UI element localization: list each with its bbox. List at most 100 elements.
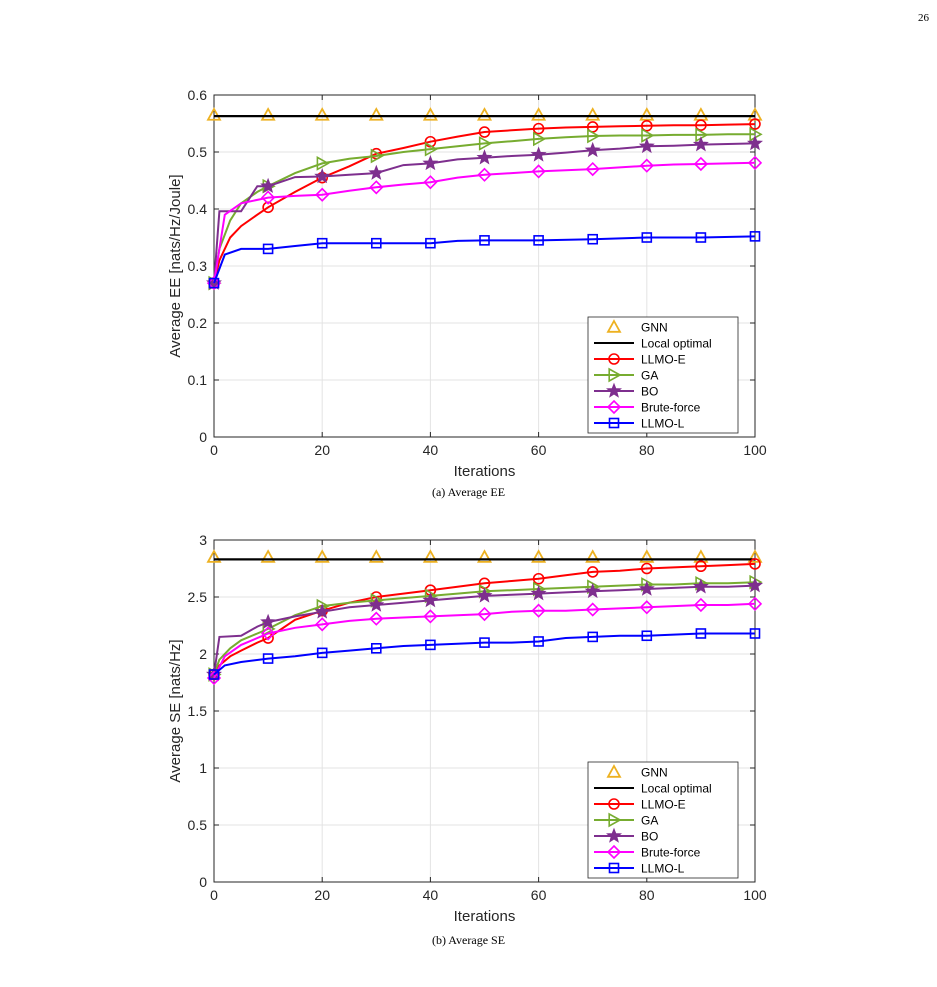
- legend-marker-brute-force: [606, 844, 622, 860]
- data-point-llmo-l: [316, 237, 328, 249]
- series-line-llmo-l: [213, 632, 755, 676]
- y-tick-label: 0.2: [188, 315, 208, 331]
- se-caption: (b) Average SE: [431, 933, 506, 947]
- se-chart: 0 20 40 60 80 100 0 0.5 1 1.5 2 2.5 3 Iterations Avera…: [0, 525, 937, 925]
- series-gnn: [206, 549, 763, 563]
- data-point-llmo-l: [749, 628, 761, 639]
- y-tick-label: 0.6: [188, 87, 208, 103]
- data-point-gnn: [585, 107, 601, 121]
- data-point-brute-force: [423, 175, 438, 190]
- data-point-gnn: [693, 107, 709, 121]
- data-point-brute-force: [585, 161, 600, 177]
- data-point-bo: [584, 582, 601, 599]
- data-point-bo: [368, 596, 385, 612]
- data-point-llmo-e: [640, 119, 653, 132]
- data-point-brute-force: [260, 190, 276, 205]
- data-point-ga: [424, 141, 439, 157]
- data-point-llmo-l: [208, 277, 220, 289]
- series-brute-force: [206, 596, 763, 686]
- x-tick-label: 100: [743, 442, 767, 458]
- data-point-brute-force: [639, 600, 654, 615]
- series-line-llmo-e: [213, 123, 756, 284]
- data-point-ga: [478, 136, 493, 151]
- series-brute-force: [206, 155, 763, 291]
- data-point-llmo-l: [695, 628, 707, 639]
- data-point-llmo-l: [425, 237, 436, 249]
- data-point-gnn: [314, 107, 330, 121]
- legend-label-bo: BO: [641, 830, 658, 844]
- data-point-bo: [476, 149, 493, 165]
- data-point-llmo-l: [208, 669, 220, 680]
- data-point-bo: [530, 585, 547, 601]
- x-tick-label: 40: [423, 442, 439, 458]
- data-point-llmo-e: [478, 126, 491, 138]
- data-point-brute-force: [477, 167, 492, 182]
- data-point-brute-force: [369, 611, 384, 626]
- y-tick-label: 3: [199, 532, 207, 548]
- legend-marker-llmo-l: [608, 862, 620, 874]
- data-point-gnn: [260, 107, 276, 121]
- data-point-bo: [747, 577, 763, 593]
- data-point-brute-force: [423, 609, 438, 624]
- data-point-llmo-l: [641, 232, 653, 243]
- data-point-gnn: [260, 549, 276, 563]
- series-line-brute-force: [213, 161, 756, 284]
- ee-caption: (a) Average EE: [431, 485, 506, 499]
- legend-label-llmo-l: LLMO-L: [641, 862, 685, 876]
- data-point-brute-force: [531, 603, 546, 618]
- data-point-llmo-l: [533, 636, 544, 647]
- legend-label-gnn: GNN: [641, 321, 668, 335]
- data-point-llmo-l: [749, 231, 761, 242]
- data-point-llmo-l: [587, 631, 599, 643]
- legend-marker-bo: [606, 382, 622, 398]
- data-point-llmo-l: [479, 637, 490, 648]
- data-point-llmo-l: [641, 630, 653, 642]
- data-point-bo: [422, 592, 439, 608]
- legend-marker-ga: [608, 812, 622, 828]
- x-tick-label: 0: [210, 442, 218, 458]
- series-line-brute-force: [213, 602, 756, 679]
- data-point-gnn: [531, 549, 547, 563]
- legend-marker-bo: [606, 827, 622, 843]
- data-point-bo: [476, 587, 493, 603]
- data-point-gnn: [585, 549, 601, 563]
- data-point-gnn: [314, 549, 330, 563]
- series-llmo-e: [208, 118, 761, 289]
- data-point-llmo-e: [640, 562, 653, 575]
- se-chart-svg: 0 20 40 60 80 100 0 0.5 1 1.5 2 2.5 3 Iterations Avera…: [167, 532, 767, 925]
- data-point-llmo-l: [370, 237, 382, 249]
- series-line-bo: [213, 584, 756, 675]
- ee-chart-svg: 0 20 40 60 80 100 0 0.1 0.2 0.3 0.4 0.5 0.6 Iteration…: [167, 87, 767, 480]
- data-point-bo: [260, 613, 277, 629]
- data-point-bo: [638, 580, 655, 596]
- y-tick-label: 1: [199, 760, 207, 776]
- legend-marker-gnn: [606, 319, 622, 333]
- data-point-bo: [530, 146, 547, 162]
- legend-label-llmo-e: LLMO-E: [641, 353, 686, 367]
- series-bo: [206, 135, 763, 290]
- data-point-llmo-e: [532, 572, 545, 585]
- data-point-bo: [368, 164, 385, 180]
- data-point-gnn: [368, 549, 384, 563]
- data-point-bo: [260, 177, 277, 193]
- data-point-gnn: [639, 107, 655, 121]
- y-tick-label: 0.3: [188, 258, 208, 274]
- x-tick-label: 0: [210, 887, 218, 903]
- data-point-brute-force: [260, 626, 276, 641]
- legend: GNN Local optimal LLMO-E GA BO Brute-force LLM…: [587, 316, 739, 434]
- data-point-ga: [316, 156, 330, 171]
- data-point-bo: [747, 135, 763, 151]
- y-tick-label: 1.5: [188, 703, 208, 719]
- legend-label-local-optimal: Local optimal: [641, 337, 712, 351]
- data-point-llmo-l: [262, 653, 274, 664]
- data-point-gnn: [476, 549, 493, 563]
- x-tick-label: 100: [743, 887, 767, 903]
- y-tick-label: 2.5: [188, 589, 208, 605]
- x-tick-label: 60: [531, 887, 547, 903]
- data-point-brute-force: [315, 187, 330, 202]
- x-tick-label: 40: [423, 887, 439, 903]
- data-point-gnn: [422, 107, 438, 121]
- data-point-gnn: [476, 107, 493, 121]
- x-tick-label: 80: [639, 887, 655, 903]
- y-axis-label: Average EE [nats/Hz/Joule]: [167, 174, 184, 357]
